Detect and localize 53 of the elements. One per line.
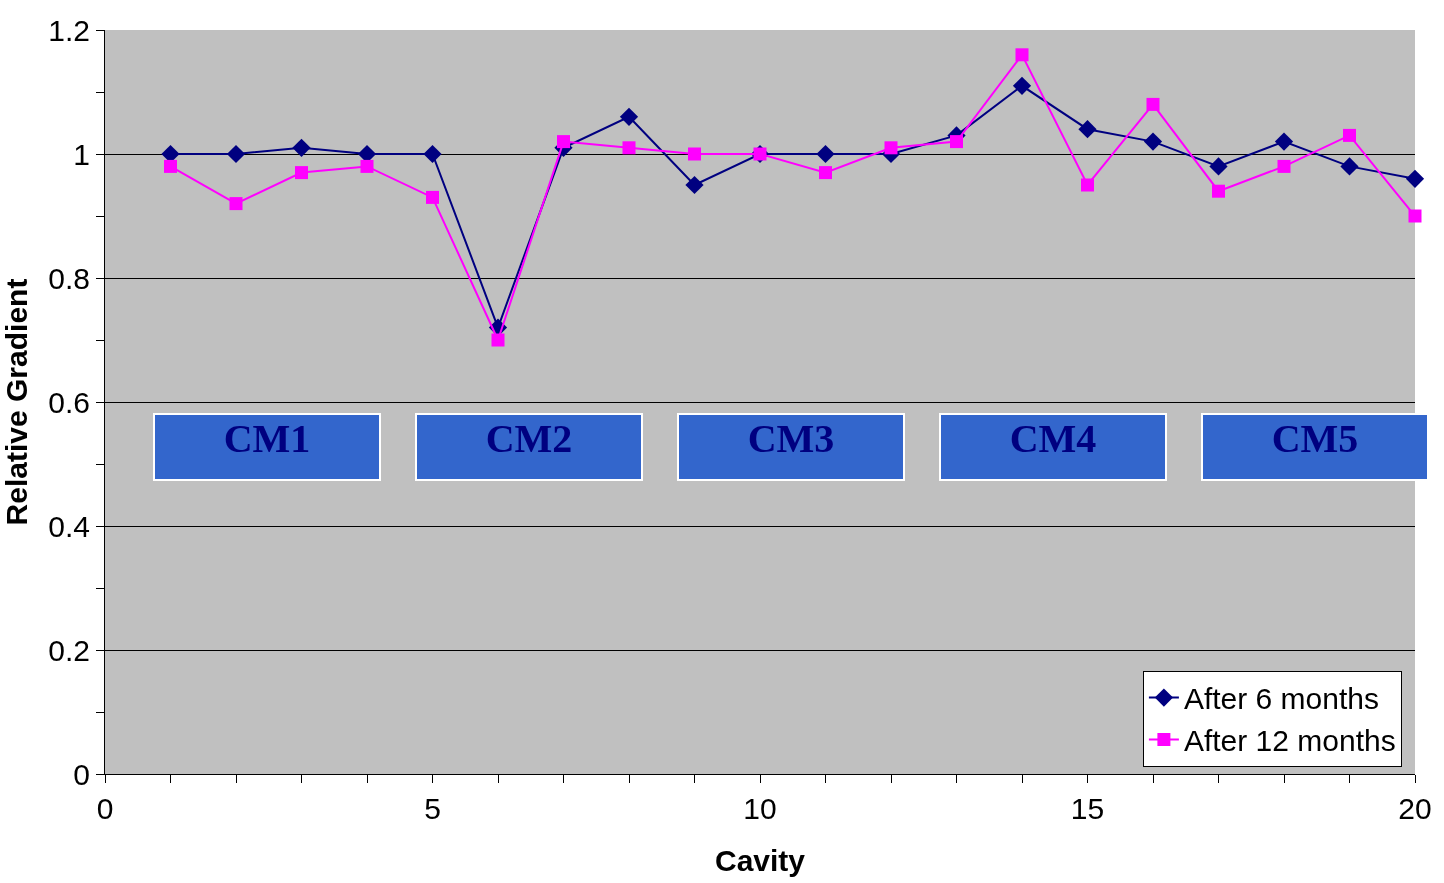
point (950, 135, 963, 149)
point (1146, 97, 1160, 111)
y-tick-label: 0 (73, 757, 90, 791)
annotation: CM3 (747, 416, 835, 461)
point (1340, 157, 1359, 176)
point (884, 141, 898, 155)
point (557, 135, 570, 149)
y-tick-label: 0.8 (48, 261, 90, 295)
legend-label: After 12 months (1183, 724, 1396, 758)
x-tick-label: 5 (424, 792, 441, 825)
x-axis-title: Cavity (714, 843, 806, 877)
point (226, 144, 246, 164)
annotation: CM5 (1271, 416, 1359, 461)
x-tick-label: 15 (1070, 792, 1105, 825)
point (685, 175, 704, 195)
point (1274, 132, 1294, 151)
point (1015, 48, 1029, 62)
point (1078, 120, 1097, 139)
point (426, 190, 439, 204)
point (816, 144, 835, 164)
annotation: CM4 (1009, 416, 1097, 461)
y-tick-label: 1 (73, 137, 90, 171)
point (1081, 178, 1094, 192)
point (423, 144, 442, 164)
point (622, 141, 636, 155)
point (292, 138, 311, 157)
point (1212, 184, 1225, 198)
point (819, 166, 832, 180)
legend-label: After 6 months (1183, 682, 1379, 716)
point (491, 333, 505, 347)
y-tick-label: 0.4 (48, 509, 90, 543)
point (360, 159, 374, 173)
point (1209, 157, 1228, 176)
point (1143, 132, 1163, 151)
y-tick-label: 0.6 (48, 385, 90, 419)
y-axis-title: Relative Gradient (0, 278, 33, 526)
point (295, 166, 308, 180)
x-tick-label: 10 (743, 792, 777, 825)
x-tick-label: 0 (96, 792, 114, 825)
y-tick-label: 0.2 (48, 633, 90, 667)
point (688, 147, 701, 161)
point (164, 159, 177, 173)
point (1408, 209, 1422, 223)
x-tick-label: 20 (1398, 792, 1432, 825)
point (1405, 169, 1425, 188)
annotation: CM2 (485, 416, 573, 461)
point (1012, 76, 1032, 95)
point (619, 107, 639, 126)
point (1343, 128, 1356, 142)
annotation: CM1 (223, 416, 311, 461)
y-tick-label: 1.2 (48, 13, 90, 47)
point (1277, 159, 1291, 173)
point (229, 197, 243, 211)
